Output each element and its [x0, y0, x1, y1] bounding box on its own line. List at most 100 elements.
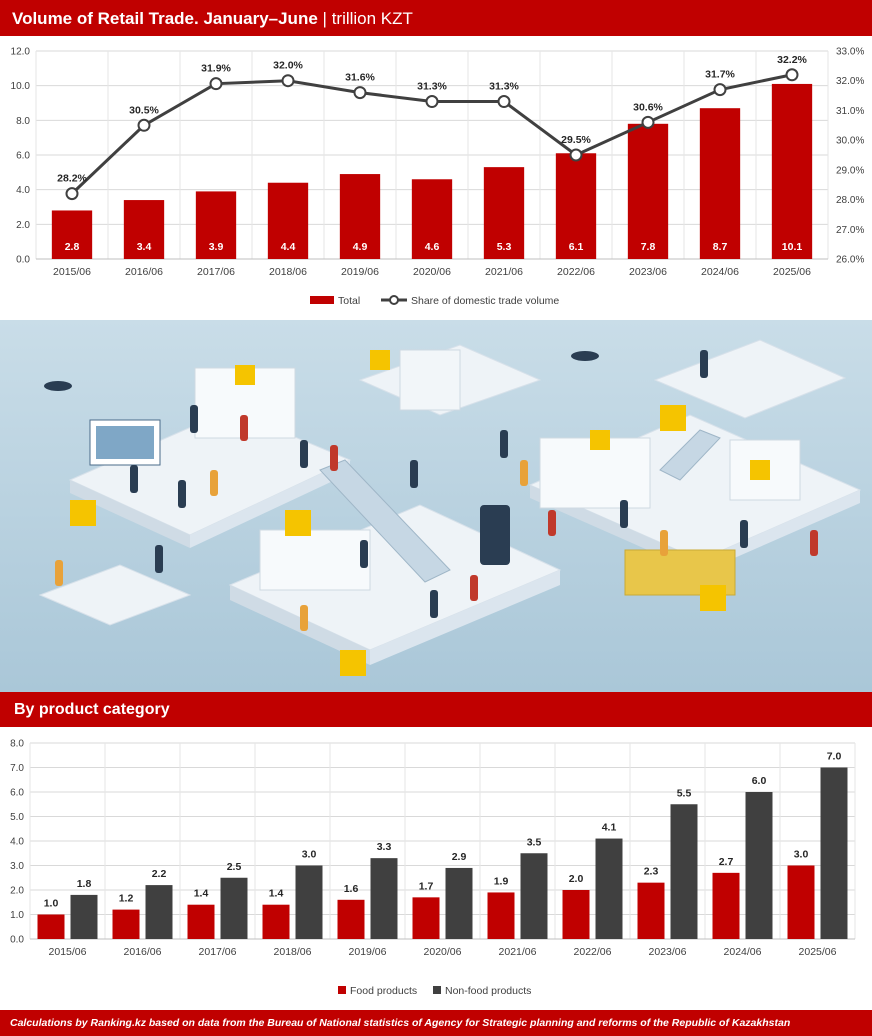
bar-total-label: 8.7: [713, 241, 728, 253]
legend-food-label: Food products: [350, 985, 417, 997]
x-tick-label: 2022/06: [557, 266, 595, 278]
bar-food-label: 1.9: [494, 875, 509, 887]
y-tick-label: 4.0: [10, 837, 24, 848]
share-point: [713, 83, 727, 97]
bar-food-label: 1.4: [194, 888, 209, 900]
bar-food-label: 2.3: [644, 866, 659, 878]
top-title-banner: Volume of Retail Trade. January–June | t…: [0, 0, 872, 36]
y-left-tick-label: 2.0: [16, 220, 30, 231]
bar-food-label: 1.0: [44, 898, 59, 910]
share-label: 28.2%: [57, 173, 87, 185]
bar-nonfood-label: 4.1: [602, 822, 617, 834]
bar-nonfood-label: 2.2: [152, 868, 167, 880]
bar-nonfood: [295, 865, 323, 939]
bar-food: [262, 904, 290, 939]
bar-nonfood: [70, 894, 98, 939]
legend-nonfood-label: Non-food products: [445, 985, 531, 997]
bar-total-label: 7.8: [641, 241, 656, 253]
x-tick-label: 2024/06: [701, 266, 739, 278]
y-tick-label: 1.0: [10, 910, 24, 921]
retail-mall-illustration: [0, 320, 872, 692]
y-tick-label: 3.0: [10, 861, 24, 872]
bar-food: [37, 914, 65, 939]
y-left-tick-label: 0.0: [16, 255, 30, 266]
bar-food: [487, 892, 515, 939]
share-label: 30.6%: [633, 101, 663, 113]
y-left-tick-label: 4.0: [16, 185, 30, 196]
x-tick-label: 2023/06: [649, 946, 687, 958]
bar-total-label: 4.9: [353, 241, 368, 253]
x-tick-label: 2020/06: [413, 266, 451, 278]
y-right-tick-label: 30.0%: [836, 136, 864, 147]
bar-total-label: 3.4: [137, 241, 152, 253]
bar-food-label: 3.0: [794, 849, 809, 861]
share-point: [425, 95, 439, 109]
bar-total: [411, 179, 453, 259]
bar-total: [195, 191, 237, 259]
x-tick-label: 2015/06: [53, 266, 91, 278]
share-point: [497, 95, 511, 109]
bar-total: [483, 167, 525, 259]
bar-food-label: 2.7: [719, 856, 734, 868]
bar-food: [712, 872, 740, 939]
bar-food-label: 1.4: [269, 888, 284, 900]
bar-food-label: 1.2: [119, 893, 134, 905]
bar-food: [787, 865, 815, 939]
section-title: By product category: [14, 701, 170, 718]
bar-total-label: 6.1: [569, 241, 584, 253]
share-label: 31.3%: [417, 81, 447, 93]
share-label: 31.6%: [345, 72, 375, 84]
share-point: [137, 118, 151, 132]
x-tick-label: 2018/06: [274, 946, 312, 958]
bar-nonfood-label: 6.0: [752, 775, 767, 787]
x-tick-label: 2021/06: [499, 946, 537, 958]
bar-nonfood: [745, 792, 773, 939]
legend-food-swatch: [338, 986, 346, 994]
bar-food: [112, 909, 140, 939]
legend-share-label: Share of domestic trade volume: [411, 295, 559, 307]
bar-total-label: 10.1: [782, 241, 803, 253]
share-point: [281, 74, 295, 88]
y-tick-label: 6.0: [10, 788, 24, 799]
x-tick-label: 2016/06: [124, 946, 162, 958]
x-tick-label: 2025/06: [799, 946, 837, 958]
y-right-tick-label: 28.0%: [836, 195, 864, 206]
share-label: 30.5%: [129, 104, 159, 116]
bar-total: [771, 83, 813, 259]
bar-nonfood: [145, 885, 173, 939]
share-point: [641, 115, 655, 129]
bar-nonfood: [220, 877, 248, 939]
x-tick-label: 2016/06: [125, 266, 163, 278]
x-tick-label: 2015/06: [49, 946, 87, 958]
y-tick-label: 2.0: [10, 886, 24, 897]
y-left-tick-label: 12.0: [11, 47, 31, 58]
x-tick-label: 2018/06: [269, 266, 307, 278]
bar-food-label: 2.0: [569, 873, 584, 885]
x-tick-label: 2022/06: [574, 946, 612, 958]
bar-nonfood: [520, 853, 548, 939]
y-tick-label: 7.0: [10, 763, 24, 774]
bar-food: [562, 890, 590, 939]
y-right-tick-label: 29.0%: [836, 165, 864, 176]
bar-total: [267, 182, 309, 259]
share-label: 32.0%: [273, 60, 303, 72]
legend-share-marker: [389, 295, 399, 305]
bar-nonfood-label: 2.9: [452, 851, 467, 863]
bar-total: [339, 174, 381, 259]
bar-food: [637, 882, 665, 939]
bar-total: [51, 210, 93, 259]
bar-nonfood-label: 3.3: [377, 841, 392, 853]
bar-total-label: 4.6: [425, 241, 440, 253]
share-point: [785, 68, 799, 82]
x-tick-label: 2025/06: [773, 266, 811, 278]
bar-total: [555, 153, 597, 259]
y-tick-label: 5.0: [10, 812, 24, 823]
share-point: [569, 148, 583, 162]
bar-total-label: 5.3: [497, 241, 512, 253]
x-tick-label: 2024/06: [724, 946, 762, 958]
title-separator: |: [322, 9, 327, 28]
page-title: Volume of Retail Trade. January–June: [12, 9, 318, 28]
bar-food: [412, 897, 440, 939]
bar-total: [699, 108, 741, 259]
bar-nonfood-label: 2.5: [227, 861, 242, 873]
